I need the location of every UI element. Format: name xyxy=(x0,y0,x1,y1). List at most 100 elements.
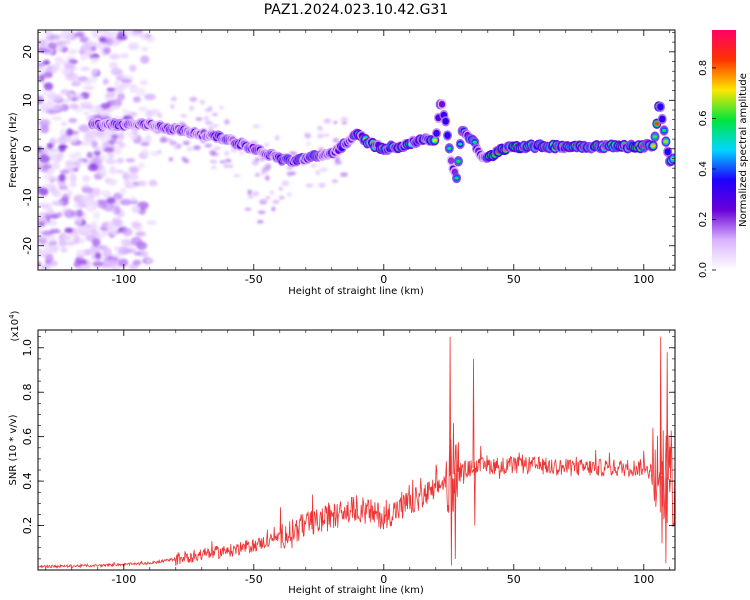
noise-blob xyxy=(274,135,280,141)
ridge-mid xyxy=(442,117,449,125)
noise-blob xyxy=(60,89,70,95)
ridge-mid xyxy=(664,148,671,156)
noise-blob xyxy=(105,158,117,165)
noise-blob xyxy=(141,46,149,52)
noise-blob xyxy=(148,179,158,187)
noise-blob xyxy=(75,209,84,218)
noise-blob xyxy=(38,62,45,68)
ridge-core xyxy=(454,176,459,180)
snr-series-line xyxy=(38,336,675,569)
noise-blob xyxy=(60,66,72,76)
noise-blob xyxy=(269,189,274,196)
noise-blob xyxy=(138,180,148,187)
noise-blob xyxy=(84,48,93,58)
noise-blob xyxy=(64,62,75,70)
noise-blob xyxy=(103,47,111,55)
y-tick-label: 10 xyxy=(21,93,34,107)
noise-blob xyxy=(340,172,348,177)
noise-blob xyxy=(75,249,88,258)
x-tick-label: 100 xyxy=(633,573,654,586)
noise-blob xyxy=(204,108,211,113)
noise-blob xyxy=(129,166,139,174)
noise-blob xyxy=(105,92,116,98)
noise-blob xyxy=(42,71,53,79)
noise-blob xyxy=(125,158,136,163)
noise-blob xyxy=(135,231,146,237)
noise-blob xyxy=(233,174,241,178)
noise-blob xyxy=(65,138,78,144)
colorbar-tick-label: 0.0 xyxy=(698,262,709,278)
noise-blob xyxy=(265,163,272,170)
noise-blob xyxy=(58,144,66,153)
ridge-core xyxy=(663,139,669,144)
noise-blob xyxy=(189,105,194,111)
noise-blob xyxy=(74,31,84,38)
y-tick-label: 20 xyxy=(21,45,34,59)
noise-blob xyxy=(120,52,129,59)
noise-blob xyxy=(88,41,100,46)
noise-blob xyxy=(244,207,252,211)
noise-blob xyxy=(139,79,148,86)
noise-blob xyxy=(38,261,42,266)
noise-blob xyxy=(118,258,129,264)
noise-blob xyxy=(278,186,283,191)
noise-blob xyxy=(140,141,150,147)
noise-blob xyxy=(43,164,51,170)
noise-blob xyxy=(40,124,50,134)
noise-blob xyxy=(310,164,317,168)
noise-blob xyxy=(263,142,270,148)
noise-blob xyxy=(44,253,54,263)
noise-blob xyxy=(183,158,190,164)
noise-blob xyxy=(168,157,174,162)
noise-blob xyxy=(128,173,139,181)
noise-blob xyxy=(76,225,84,235)
noise-blob xyxy=(58,185,69,190)
top-y-axis: -20 -10 0 10 20 xyxy=(21,32,675,266)
noise-blob xyxy=(106,87,116,92)
noise-blob xyxy=(73,261,82,268)
noise-blob xyxy=(69,103,79,110)
noise-blob xyxy=(60,121,68,127)
y-tick-label: 0 xyxy=(21,145,34,152)
noise-blob xyxy=(102,78,109,85)
noise-blob xyxy=(68,49,78,55)
noise-blob xyxy=(125,130,133,137)
noise-blob xyxy=(106,197,116,204)
noise-blob xyxy=(52,104,63,112)
noise-blob xyxy=(129,196,137,203)
noise-blob xyxy=(256,219,264,224)
noise-blob xyxy=(108,53,121,60)
noise-blob xyxy=(79,36,88,43)
noise-blob xyxy=(81,187,94,194)
noise-blob xyxy=(110,67,123,76)
noise-blob xyxy=(59,169,70,174)
noise-blob xyxy=(83,85,95,91)
noise-blob xyxy=(79,194,90,203)
noise-blob xyxy=(218,106,224,110)
noise-blob xyxy=(223,163,229,169)
noise-blob xyxy=(53,62,61,71)
noise-blob xyxy=(121,108,130,115)
noise-blob xyxy=(63,98,71,104)
noise-blob xyxy=(78,266,91,270)
multiplier-exponent: 4 xyxy=(8,314,16,319)
noise-blob xyxy=(304,132,312,139)
noise-blob xyxy=(48,244,60,253)
noise-blob xyxy=(132,96,142,103)
bottom-x-axis-label: Height of straight line (km) xyxy=(288,585,424,596)
noise-blob xyxy=(213,146,221,151)
noise-blob xyxy=(252,124,261,129)
noise-blob xyxy=(252,191,260,197)
noise-blob xyxy=(60,103,70,112)
noise-blob xyxy=(132,259,142,266)
noise-blob xyxy=(110,98,123,107)
x-tick-label: 0 xyxy=(380,273,387,286)
noise-blob xyxy=(90,46,97,52)
noise-blob xyxy=(38,154,51,164)
top-x-axis: -100 -50 0 50 100 xyxy=(45,30,671,286)
noise-blob xyxy=(91,30,100,39)
noise-blob xyxy=(129,134,138,140)
x-tick-label: -100 xyxy=(111,573,136,586)
noise-blob xyxy=(56,43,63,53)
noise-blob xyxy=(101,190,111,197)
